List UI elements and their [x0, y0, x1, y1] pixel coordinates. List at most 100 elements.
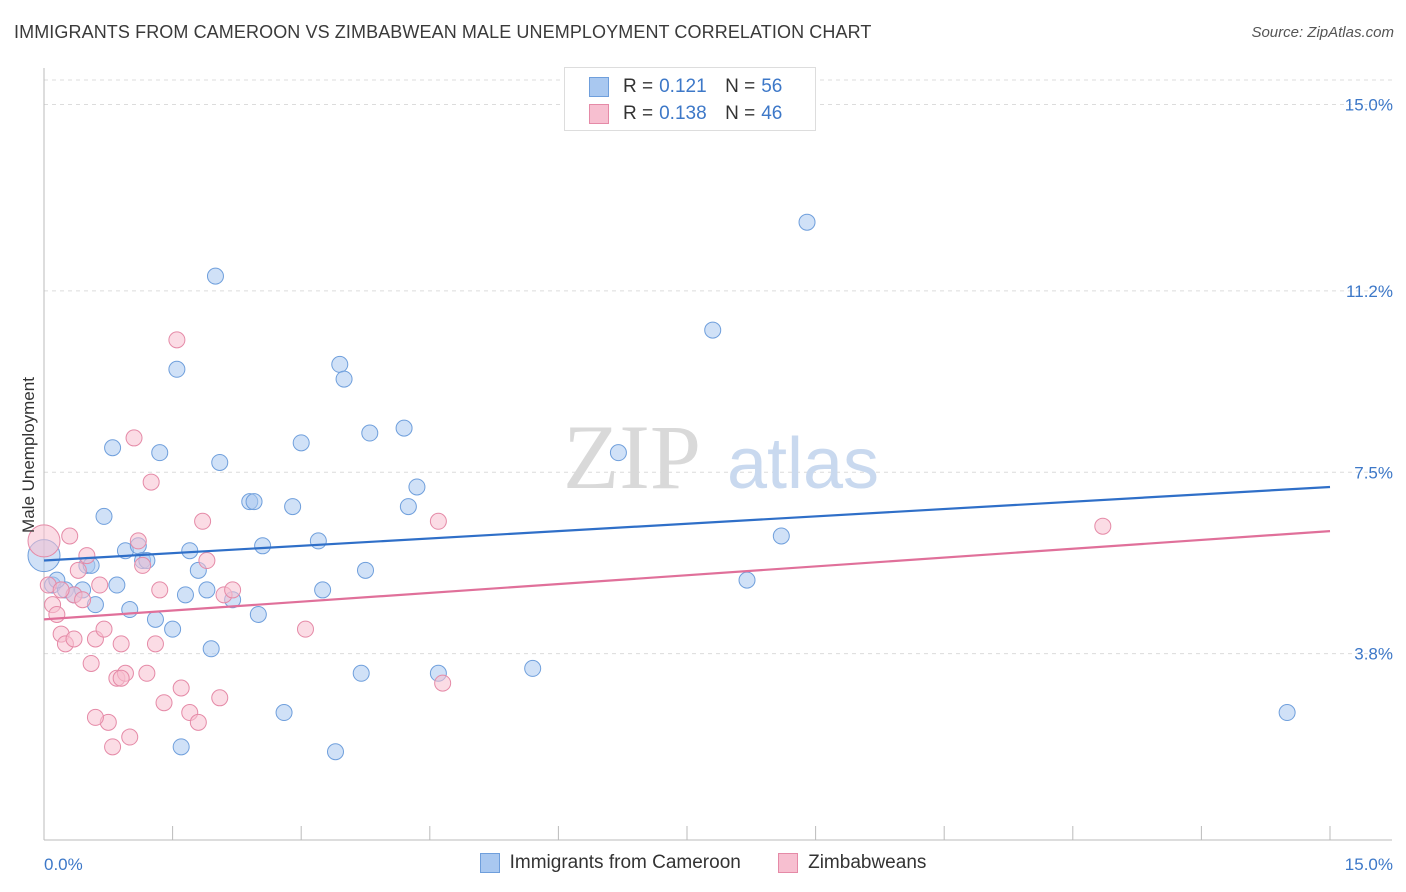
- zimbabwean-point: [198, 552, 216, 570]
- zimbabwean-point: [125, 429, 143, 447]
- zimbabwean-point: [82, 654, 100, 672]
- cameroon-point: [352, 664, 370, 682]
- cameroon-point: [176, 586, 194, 604]
- zimbabwean-point: [69, 561, 87, 579]
- zimbabwean-point: [74, 591, 92, 609]
- zimbabwean-point: [134, 556, 152, 574]
- cameroon-point: [95, 507, 113, 525]
- cameroon-point: [361, 424, 379, 442]
- legend-n-value: 46: [761, 103, 783, 124]
- legend-swatch-cameroon: [479, 853, 500, 873]
- zimbabwean-point: [95, 620, 113, 638]
- legend-item-zimbabweans[interactable]: Zimbabweans: [778, 852, 926, 874]
- cameroon-point: [357, 561, 374, 579]
- legend-n-value: 56: [761, 76, 783, 97]
- cameroon-point: [146, 610, 164, 628]
- zimbabwean-point: [296, 620, 314, 638]
- legend-label-zimbabweans: Zimbabweans: [808, 852, 927, 873]
- zimbabwean-point: [48, 605, 66, 623]
- y-tick-label: 7.5%: [1354, 463, 1393, 482]
- cameroon-point: [326, 743, 344, 761]
- cameroon-point: [108, 576, 126, 594]
- cameroon-point: [181, 542, 199, 560]
- zimbabwean-point: [211, 689, 229, 707]
- zimbabwean-point: [429, 512, 447, 530]
- cameroon-point: [309, 532, 327, 550]
- source-label: Source: ZipAtlas.com: [1251, 24, 1394, 41]
- zimbabwean-point: [112, 669, 130, 687]
- legend-r-label: R =: [623, 103, 654, 124]
- cameroon-point: [202, 640, 220, 658]
- cameroon-point: [798, 213, 816, 231]
- legend-label-cameroon: Immigrants from Cameroon: [509, 852, 741, 873]
- chart-title: IMMIGRANTS FROM CAMEROON VS ZIMBABWEAN M…: [14, 22, 872, 42]
- cameroon-point: [1278, 704, 1296, 722]
- cameroon-point: [104, 439, 122, 457]
- zimbabwean-point: [224, 581, 242, 599]
- cameroon-point: [395, 419, 413, 437]
- zimbabwean-point: [151, 581, 169, 599]
- zimbabwean-point: [129, 532, 147, 550]
- zimbabwean-point: [78, 547, 96, 565]
- cameroon-point: [292, 434, 310, 452]
- legend-item-cameroon[interactable]: Immigrants from Cameroon: [479, 852, 741, 874]
- cameroon-point: [168, 360, 186, 378]
- cameroon-point: [609, 444, 627, 462]
- watermark-atlas: atlas: [727, 424, 879, 504]
- watermark-zip: ZIP: [563, 406, 701, 508]
- cameroon-point: [172, 738, 190, 756]
- legend-n-label: N =: [725, 76, 756, 97]
- cameroon-point: [335, 370, 353, 388]
- legend-row-zimbabweans: R = 0.138 N = 46: [589, 101, 782, 127]
- legend-row-cameroon: R = 0.121 N = 56: [589, 74, 782, 100]
- correlation-legend: R = 0.121 N = 56 R = 0.138 N = 46: [564, 67, 816, 131]
- zimbabwean-point: [65, 630, 83, 648]
- zimbabwean-point: [61, 527, 79, 545]
- y-axis-label: Male Unemployment: [19, 377, 38, 533]
- zimbabwean-point: [1094, 517, 1112, 535]
- cameroon-point: [704, 321, 722, 339]
- cameroon-point: [524, 659, 542, 677]
- cameroon-point: [254, 537, 272, 555]
- zimbabwean-point: [172, 679, 190, 697]
- zimbabwean-point: [104, 738, 122, 756]
- cameroon-point: [275, 704, 293, 722]
- zimbabwean-point: [86, 708, 104, 726]
- zimbabwean-point: [155, 694, 173, 712]
- zimbabwean-point: [112, 635, 130, 653]
- cameroon-point: [772, 527, 790, 545]
- legend-swatch-zimbabweans: [589, 104, 609, 124]
- zimbabwean-point: [27, 524, 61, 558]
- cameroon-point: [249, 605, 267, 623]
- cameroon-point: [198, 581, 216, 599]
- legend-r-value: 0.121: [659, 76, 707, 97]
- tick-labels: 3.8% 7.5% 11.2% 15.0% 0.0% 15.0%: [44, 96, 1393, 874]
- zimbabwean-point: [138, 664, 156, 682]
- cameroon-point: [151, 444, 169, 462]
- legend-r-value: 0.138: [659, 103, 707, 124]
- cameroon-point: [738, 571, 756, 589]
- legend-swatch-cameroon: [589, 77, 609, 97]
- y-tick-label: 3.8%: [1354, 645, 1393, 664]
- zimbabwean-point: [91, 576, 109, 594]
- cameroon-point: [399, 498, 417, 516]
- legend-r-label: R =: [623, 76, 654, 97]
- legend-n-label: N =: [725, 103, 756, 124]
- zimbabwean-point: [142, 473, 160, 491]
- grid-lines: [44, 79, 1392, 655]
- cameroon-point: [121, 601, 139, 619]
- zimbabwean-point: [168, 331, 186, 349]
- cameroon-point: [206, 267, 224, 285]
- x-tick-label: 15.0%: [1345, 855, 1393, 874]
- x-tick-label: 0.0%: [44, 855, 83, 874]
- y-tick-label: 15.0%: [1345, 96, 1393, 115]
- data-points: [27, 213, 1296, 761]
- axes: [43, 68, 1392, 841]
- zimbabwean-point: [189, 713, 207, 731]
- zimbabwean-point: [434, 674, 452, 692]
- cameroon-trend-line: [43, 485, 1331, 562]
- cameroon-point: [284, 498, 302, 516]
- cameroon-point: [164, 620, 182, 638]
- zimbabwean-trend-line: [43, 529, 1331, 621]
